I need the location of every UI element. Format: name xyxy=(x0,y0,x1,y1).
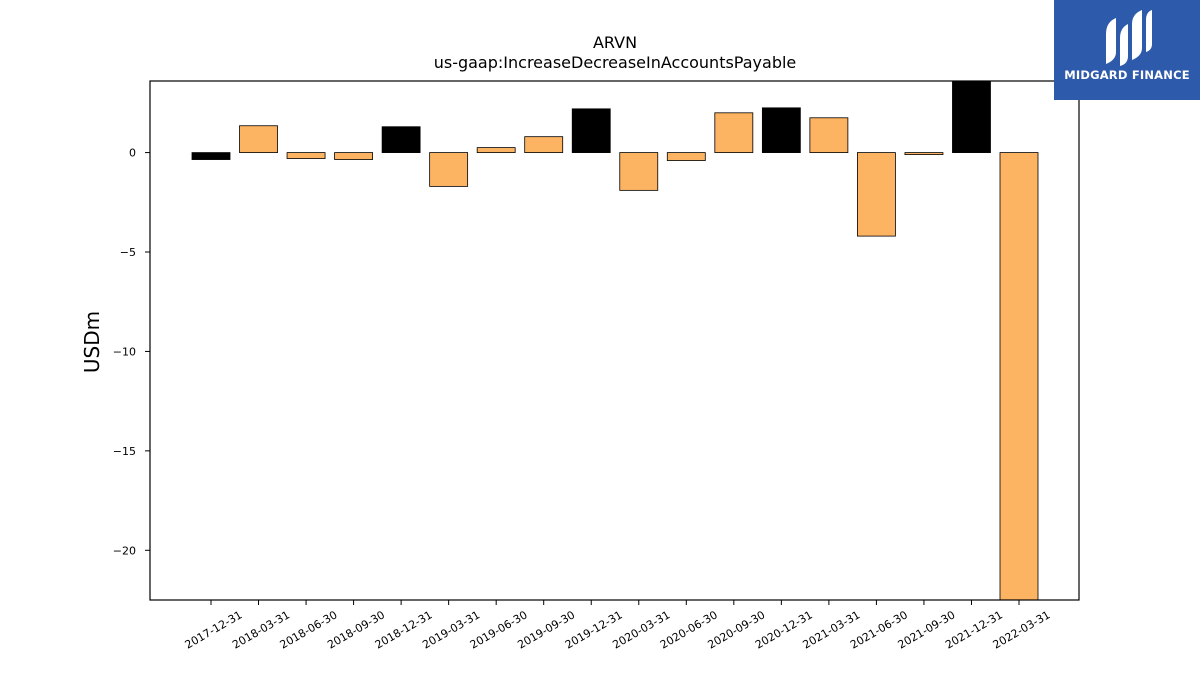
bar-2020-03-31 xyxy=(619,152,659,191)
x-axis-ticks: 2017-12-312018-03-312018-06-302018-09-30… xyxy=(183,600,1053,652)
bar-2019-06-30 xyxy=(476,147,516,153)
bar-2018-12-31 xyxy=(381,126,421,153)
y-tick-label: −20 xyxy=(113,544,136,557)
y-tick-label: −10 xyxy=(113,345,136,358)
bar-2021-12-31 xyxy=(952,80,991,153)
bar-2019-12-31 xyxy=(571,108,611,153)
bar-2019-09-30 xyxy=(524,136,564,153)
bar-2019-03-31 xyxy=(429,152,469,187)
y-tick-label: −5 xyxy=(120,246,136,259)
bar-2018-03-31 xyxy=(239,125,278,153)
midgard-finance-logo: MIDGARD FINANCE xyxy=(1054,0,1200,100)
y-tick-label: −15 xyxy=(113,445,136,458)
y-axis-ticks: 0 −5 −10 −15 −20 xyxy=(113,147,150,557)
y-tick-label: 0 xyxy=(129,147,136,160)
bar-2018-09-30 xyxy=(334,152,373,160)
bar-2021-09-30 xyxy=(904,152,944,155)
logo-text: MIDGARD FINANCE xyxy=(1064,68,1190,82)
bar-2021-03-31 xyxy=(809,117,849,153)
bar-2020-09-30 xyxy=(714,112,754,153)
bar-2022-03-31 xyxy=(999,152,1039,601)
bar-2020-12-31 xyxy=(761,107,801,153)
chart-subtitle: us-gaap:IncreaseDecreaseInAccountsPayabl… xyxy=(434,53,797,72)
chart-title: ARVN xyxy=(593,33,637,52)
bar-2020-06-30 xyxy=(666,152,706,161)
bar-2018-06-30 xyxy=(286,152,326,159)
plot-frame xyxy=(149,80,1080,601)
midgard-logo-icon xyxy=(1106,10,1152,66)
bars xyxy=(191,80,1039,601)
bar-2017-12-31 xyxy=(191,152,231,160)
y-axis-label: USDm xyxy=(80,311,104,373)
bar-2021-06-30 xyxy=(857,152,896,237)
